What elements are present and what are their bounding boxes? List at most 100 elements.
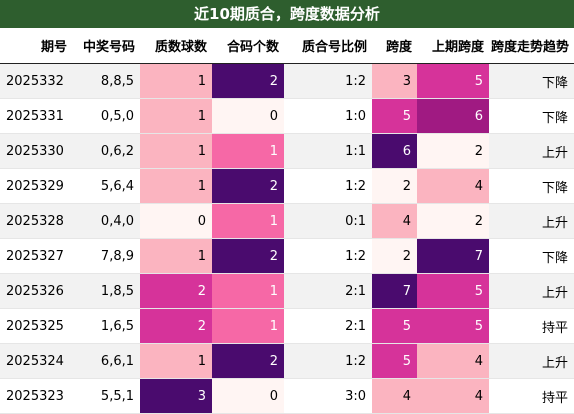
col-header-issue: 期号 [0, 28, 72, 64]
prev-span-cell: 2 [417, 133, 489, 169]
col-header-numbers: 中奖号码 [72, 28, 140, 64]
page-title: 近10期质合，跨度数据分析 [0, 0, 574, 28]
numbers-cell: 1,6,5 [72, 308, 140, 344]
composite-count-cell: 2 [212, 168, 284, 204]
numbers-cell: 6,6,1 [72, 343, 140, 379]
span-cell: 4 [372, 203, 417, 239]
span-cell: 3 [372, 63, 417, 99]
prev-span-cell: 5 [417, 273, 489, 309]
span-cell: 2 [372, 168, 417, 204]
ratio-cell: 3:0 [284, 378, 372, 414]
table-row: 2025323 5,5,1 3 0 3:0 4 4 持平 [0, 378, 574, 414]
table-row: 2025325 1,6,5 2 1 2:1 5 5 持平 [0, 308, 574, 344]
numbers-cell: 5,6,4 [72, 168, 140, 204]
trend-cell: 上升 [489, 273, 574, 309]
header-row: 期号 中奖号码 质数球数 合码个数 质合号比例 跨度 上期跨度 跨度走势趋势 [0, 28, 574, 64]
ratio-cell: 1:2 [284, 343, 372, 379]
prime-count-cell: 2 [140, 308, 212, 344]
col-header-prev-span: 上期跨度 [417, 28, 489, 64]
trend-cell: 下降 [489, 238, 574, 274]
trend-cell: 持平 [489, 308, 574, 344]
issue-cell: 2025326 [0, 273, 72, 309]
numbers-cell: 5,5,1 [72, 378, 140, 414]
prev-span-cell: 5 [417, 308, 489, 344]
table-row: 2025327 7,8,9 1 2 1:2 2 7 下降 [0, 238, 574, 274]
trend-cell: 上升 [489, 133, 574, 169]
ratio-cell: 2:1 [284, 308, 372, 344]
prime-count-cell: 0 [140, 203, 212, 239]
table-row: 2025328 0,4,0 0 1 0:1 4 2 上升 [0, 203, 574, 239]
numbers-cell: 1,8,5 [72, 273, 140, 309]
span-cell: 5 [372, 98, 417, 134]
span-cell: 5 [372, 343, 417, 379]
issue-cell: 2025325 [0, 308, 72, 344]
ratio-cell: 1:2 [284, 238, 372, 274]
prime-count-cell: 1 [140, 168, 212, 204]
ratio-cell: 1:0 [284, 98, 372, 134]
trend-cell: 下降 [489, 63, 574, 99]
col-header-ratio: 质合号比例 [284, 28, 372, 64]
analysis-table: 期号 中奖号码 质数球数 合码个数 质合号比例 跨度 上期跨度 跨度走势趋势 2… [0, 28, 574, 414]
table-row: 2025326 1,8,5 2 1 2:1 7 5 上升 [0, 273, 574, 309]
span-cell: 5 [372, 308, 417, 344]
issue-cell: 2025323 [0, 378, 72, 414]
composite-count-cell: 1 [212, 308, 284, 344]
ratio-cell: 2:1 [284, 273, 372, 309]
table-row: 2025329 5,6,4 1 2 1:2 2 4 下降 [0, 168, 574, 204]
composite-count-cell: 2 [212, 343, 284, 379]
trend-cell: 上升 [489, 343, 574, 379]
trend-cell: 下降 [489, 168, 574, 204]
table-row: 2025331 0,5,0 1 0 1:0 5 6 下降 [0, 98, 574, 134]
numbers-cell: 0,4,0 [72, 203, 140, 239]
span-cell: 2 [372, 238, 417, 274]
col-header-composite-count: 合码个数 [212, 28, 284, 64]
trend-cell: 持平 [489, 378, 574, 414]
prev-span-cell: 5 [417, 63, 489, 99]
col-header-prime-count: 质数球数 [140, 28, 212, 64]
ratio-cell: 1:2 [284, 168, 372, 204]
issue-cell: 2025330 [0, 133, 72, 169]
issue-cell: 2025328 [0, 203, 72, 239]
composite-count-cell: 2 [212, 238, 284, 274]
span-cell: 7 [372, 273, 417, 309]
composite-count-cell: 2 [212, 63, 284, 99]
numbers-cell: 0,6,2 [72, 133, 140, 169]
table-row: 2025324 6,6,1 1 2 1:2 5 4 上升 [0, 343, 574, 379]
composite-count-cell: 0 [212, 98, 284, 134]
numbers-cell: 8,8,5 [72, 63, 140, 99]
prime-count-cell: 1 [140, 343, 212, 379]
prime-count-cell: 1 [140, 133, 212, 169]
prime-count-cell: 1 [140, 63, 212, 99]
issue-cell: 2025332 [0, 63, 72, 99]
ratio-cell: 1:2 [284, 63, 372, 99]
prev-span-cell: 6 [417, 98, 489, 134]
prev-span-cell: 4 [417, 168, 489, 204]
numbers-cell: 0,5,0 [72, 98, 140, 134]
composite-count-cell: 1 [212, 203, 284, 239]
trend-cell: 下降 [489, 98, 574, 134]
ratio-cell: 1:1 [284, 133, 372, 169]
composite-count-cell: 1 [212, 273, 284, 309]
table-row: 2025330 0,6,2 1 1 1:1 6 2 上升 [0, 133, 574, 169]
trend-cell: 上升 [489, 203, 574, 239]
prime-count-cell: 1 [140, 238, 212, 274]
span-cell: 6 [372, 133, 417, 169]
numbers-cell: 7,8,9 [72, 238, 140, 274]
prev-span-cell: 2 [417, 203, 489, 239]
table-body: 2025332 8,8,5 1 2 1:2 3 5 下降 2025331 0,5,0 1 0 1:0 5 6… [0, 63, 574, 414]
issue-cell: 2025331 [0, 98, 72, 134]
issue-cell: 2025329 [0, 168, 72, 204]
issue-cell: 2025324 [0, 343, 72, 379]
table-row: 2025332 8,8,5 1 2 1:2 3 5 下降 [0, 63, 574, 99]
ratio-cell: 0:1 [284, 203, 372, 239]
prime-count-cell: 2 [140, 273, 212, 309]
prev-span-cell: 4 [417, 343, 489, 379]
prev-span-cell: 7 [417, 238, 489, 274]
col-header-trend: 跨度走势趋势 [489, 28, 574, 64]
col-header-span: 跨度 [372, 28, 417, 64]
issue-cell: 2025327 [0, 238, 72, 274]
prime-count-cell: 3 [140, 378, 212, 414]
composite-count-cell: 1 [212, 133, 284, 169]
span-cell: 4 [372, 378, 417, 414]
